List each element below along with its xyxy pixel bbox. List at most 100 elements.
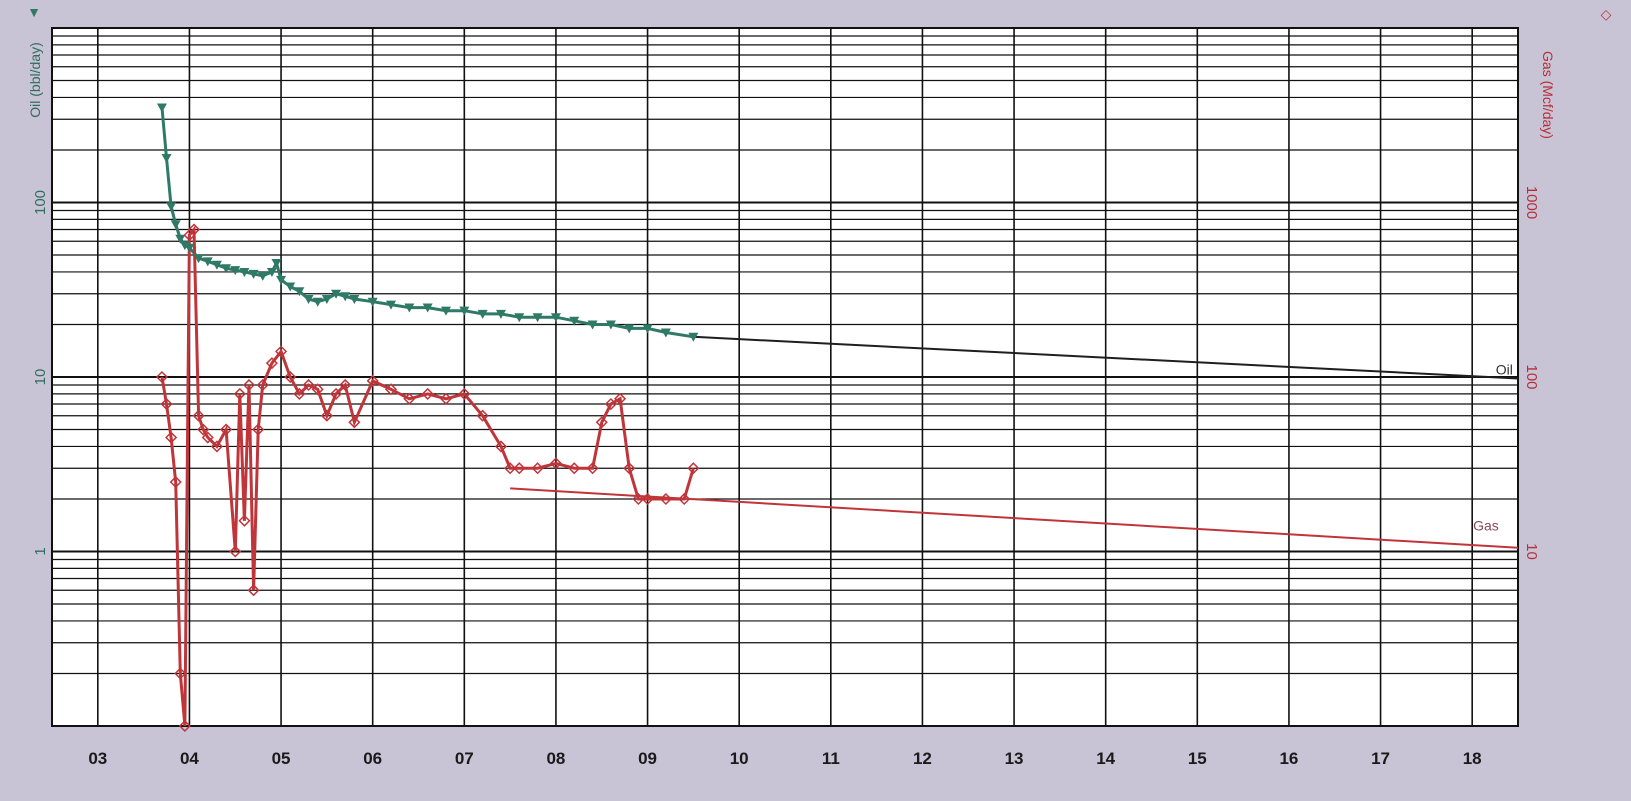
oil-data-point (312, 297, 323, 307)
annotation-oil: Oil (1496, 362, 1513, 378)
oil-data-point (193, 254, 204, 264)
oil-data-point (170, 220, 181, 230)
oil-data-point (230, 266, 241, 276)
gas-data-point (160, 397, 173, 411)
oil-data-point (184, 243, 195, 253)
oil-data-point (202, 257, 213, 267)
gas-data-point (229, 545, 242, 558)
tick-labels: 03 04 05 06 07 08 09 10 11 12 13 14 15 16 17 18 1 10 100 10… (32, 186, 1540, 768)
right-tick-label: 100 (1523, 364, 1540, 389)
oil-data-point (303, 294, 314, 304)
gas-data-point (165, 431, 178, 444)
x-tick-label: 06 (363, 749, 382, 768)
oil-data-point (276, 275, 287, 285)
forecast-line-gas (510, 487, 1519, 549)
oil-data-point (404, 303, 415, 313)
x-tick-label: 15 (1188, 749, 1207, 768)
forecast-line-oil (693, 335, 1519, 380)
annotation-gas: Gas (1473, 518, 1499, 534)
gas-data-point (256, 378, 269, 392)
gas-data-point (220, 423, 233, 436)
gas-data-point (238, 514, 251, 527)
oil-data-point (495, 309, 506, 319)
gas-data-point (494, 440, 508, 453)
gas-data-point (265, 357, 278, 370)
gas-data-point (247, 584, 260, 597)
x-tick-label: 12 (913, 749, 932, 768)
x-tick-label: 03 (88, 749, 107, 768)
gas-data-point (604, 397, 617, 411)
x-tick-label: 07 (455, 749, 474, 768)
gas-data-point (366, 374, 379, 387)
oil-data-point (440, 306, 451, 316)
gas-data-point (384, 383, 398, 396)
gas-data-point (632, 492, 645, 506)
gas-data-point (178, 719, 191, 733)
gas-data-point (678, 492, 691, 506)
gas-data-point (155, 370, 169, 384)
oil-data-point (605, 320, 616, 330)
gas-data-point (252, 423, 265, 436)
oil-data-point (340, 292, 351, 302)
oil-data-point (660, 328, 671, 338)
x-tick-label: 11 (822, 749, 840, 768)
x-tick-label: 05 (272, 749, 291, 768)
left-tick-label: 10 (32, 369, 49, 386)
oil-data-point (161, 153, 172, 163)
oil-data-point (179, 241, 190, 251)
oil-data-point (321, 294, 332, 304)
x-tick-label: 17 (1371, 749, 1390, 768)
gas-data-point (284, 370, 297, 384)
right-tick-label: 10 (1523, 543, 1540, 560)
oil-data-point (156, 103, 167, 113)
gas-data-point (302, 378, 315, 392)
gas-data-point (614, 392, 627, 405)
gas-data-point (549, 457, 562, 470)
gas-data-point (169, 475, 182, 489)
oil-data-point (514, 313, 525, 323)
gas-data-point (192, 409, 205, 422)
gas-data-point (293, 387, 306, 400)
gas-data-point (586, 462, 599, 475)
gas-data-point (641, 492, 654, 506)
oil-data-point (285, 282, 296, 292)
oil-data-point (587, 320, 598, 330)
oil-data-point (532, 313, 543, 323)
series-line-gas (160, 225, 695, 727)
gas-data-point (174, 667, 187, 680)
x-tick-label: 13 (1005, 749, 1024, 768)
gas-data-point (513, 462, 526, 475)
right-axis-label: Gas (Mcf/day) (1540, 51, 1556, 139)
x-tick-label: 04 (180, 749, 199, 768)
gas-data-point (311, 383, 324, 396)
gas-data-point (329, 387, 343, 400)
gas-data-point (623, 462, 636, 475)
oil-data-point (386, 300, 397, 310)
gas-data-point (242, 378, 256, 392)
x-tick-label: 18 (1463, 749, 1482, 768)
gas-data-point (687, 462, 700, 475)
oil-data-point (624, 324, 635, 334)
gas-data-point (233, 387, 246, 400)
oil-data-point (239, 267, 250, 277)
x-tick-label: 10 (730, 749, 749, 768)
gas-data-point (197, 423, 210, 436)
gas-data-point (568, 462, 581, 475)
x-tick-label: 09 (638, 749, 657, 768)
right-tick-label: 1000 (1523, 186, 1540, 219)
gas-data-point (595, 416, 608, 429)
grid (52, 28, 1518, 727)
gas-data-point (421, 387, 434, 400)
gas-data-point (201, 431, 214, 444)
oil-data-point (688, 332, 699, 342)
gas-data-point (458, 387, 471, 400)
oil-data-point (294, 287, 305, 297)
oil-data-point (271, 259, 282, 269)
gas-data-point (320, 409, 333, 422)
gas-data-point (187, 223, 201, 236)
oil-data-point (166, 202, 177, 212)
gas-data-point (439, 392, 453, 405)
oil-data-point (211, 260, 222, 270)
x-tick-label: 14 (1096, 749, 1115, 768)
